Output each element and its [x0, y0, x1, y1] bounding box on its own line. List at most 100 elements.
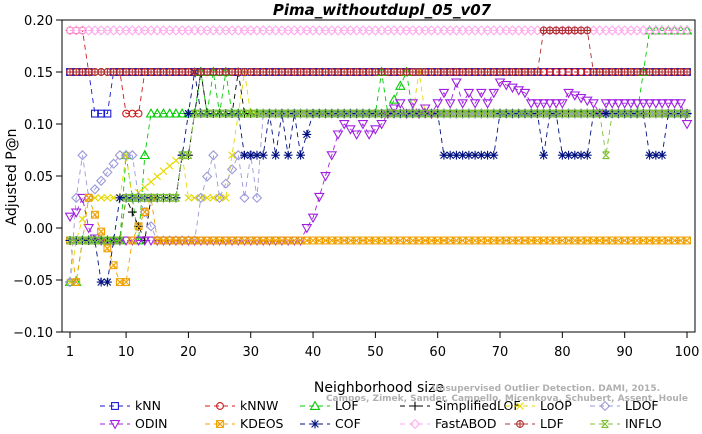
data-point-inflo	[440, 109, 448, 118]
data-point-odin	[525, 99, 537, 109]
data-point-kdeos	[315, 236, 324, 245]
data-point-kdeos	[259, 236, 268, 245]
data-point-cof	[645, 150, 655, 160]
data-point-kdeos	[446, 236, 455, 245]
data-point-cof	[564, 150, 573, 160]
legend-label: INFLO	[625, 416, 662, 431]
data-point-inflo	[595, 109, 604, 118]
legend-item-odin: ODIN	[100, 416, 168, 431]
data-point-kdeos	[433, 236, 442, 245]
data-point-inflo	[433, 109, 442, 118]
data-point-inflo	[577, 109, 585, 118]
data-point-loop	[153, 172, 162, 181]
data-point-ldof	[127, 150, 138, 161]
data-point-loop	[172, 156, 180, 165]
data-point-kdeos	[464, 236, 473, 245]
data-point-inflo	[91, 236, 99, 245]
data-point-cof	[483, 150, 492, 160]
data-point-inflo	[228, 109, 236, 118]
series-line-knn	[70, 71, 687, 115]
data-point-kdeos	[651, 236, 660, 245]
data-point-odin	[538, 99, 549, 109]
data-point-kdeos	[153, 236, 162, 245]
data-point-kdeos	[664, 236, 673, 245]
data-point-ldof	[226, 164, 238, 175]
data-point-kdeos	[390, 236, 399, 245]
data-point-kdeos	[508, 236, 517, 245]
data-point-inflo	[502, 109, 511, 118]
data-point-kdeos	[134, 222, 143, 231]
data-point-kdeos	[502, 236, 511, 245]
data-point-loop	[97, 194, 105, 202]
data-point-inflo	[352, 109, 361, 118]
data-point-kdeos	[240, 236, 249, 245]
data-point-ldof	[145, 221, 157, 232]
data-point-kdeos	[483, 236, 492, 245]
data-point-kdeos	[271, 236, 280, 245]
data-point-loop	[109, 194, 118, 202]
data-point-inflo	[614, 109, 623, 118]
chart-title: Pima_withoutdupl_05_v07	[273, 1, 492, 19]
data-point-kdeos	[471, 236, 480, 245]
x-tick-label: 50	[367, 345, 384, 360]
data-point-inflo	[271, 109, 280, 118]
data-point-knnw	[134, 109, 143, 118]
data-point-inflo	[676, 109, 685, 118]
data-point-inflo	[458, 109, 467, 118]
legend-item-loop: LoOP	[505, 398, 572, 413]
credit-line-2: Campos, Zimek, Sander, Campello, Micenko…	[326, 394, 688, 404]
data-point-ldof	[251, 192, 263, 204]
data-point-odin	[370, 125, 381, 135]
data-point-ldof	[102, 167, 113, 178]
y-tick-label: 0.20	[24, 14, 53, 29]
legend-label: FastABOD	[435, 416, 497, 431]
data-point-inflo	[645, 109, 654, 118]
data-point-fastabod	[681, 25, 693, 36]
data-point-inflo	[539, 109, 548, 118]
data-point-inflo	[327, 109, 336, 118]
data-point-kdeos	[676, 236, 685, 245]
data-point-odin	[139, 236, 151, 246]
data-point-ldof	[95, 175, 107, 186]
data-point-inflo	[589, 109, 598, 118]
data-point-odin	[482, 99, 493, 109]
data-point-lof	[388, 94, 400, 104]
data-point-cof	[651, 150, 661, 160]
data-point-loop	[222, 194, 230, 202]
data-point-ldof	[214, 192, 225, 204]
data-point-inflo	[346, 109, 355, 118]
data-point-simplifiedlof	[127, 207, 137, 217]
data-point-ldof	[201, 171, 213, 182]
legend-label: LoOP	[540, 398, 572, 413]
data-point-inflo	[390, 109, 398, 118]
data-point-inflo	[408, 109, 417, 118]
series-line-simplifiedlof	[70, 71, 687, 243]
data-point-kdeos	[558, 236, 567, 245]
data-point-kdeos	[415, 236, 423, 245]
y-tick-label: 0.00	[24, 222, 53, 237]
data-point-knnw	[577, 68, 586, 76]
data-point-kdeos	[477, 236, 486, 245]
legend-label: LOF	[335, 398, 359, 413]
data-point-inflo	[165, 193, 174, 202]
legend-label: COF	[335, 416, 361, 431]
data-point-odin	[376, 120, 387, 130]
data-point-lof	[158, 108, 169, 118]
data-point-kdeos	[352, 236, 361, 245]
data-point-loop	[228, 151, 236, 159]
data-point-inflo	[639, 109, 648, 118]
data-point-ldf	[583, 26, 592, 35]
legend-item-ldof: LDOF	[590, 398, 659, 413]
data-point-kdeos	[203, 236, 212, 245]
data-point-kdeos	[115, 278, 124, 287]
data-point-cof	[102, 277, 112, 287]
data-point-inflo	[583, 109, 592, 118]
data-point-inflo	[483, 109, 492, 118]
data-point-kdeos	[184, 236, 193, 245]
data-point-inflo	[608, 109, 617, 118]
data-point-inflo	[116, 236, 124, 245]
data-point-inflo	[377, 109, 386, 118]
data-point-kdeos	[365, 236, 374, 245]
data-point-odin	[444, 99, 456, 109]
data-point-odin	[457, 99, 468, 109]
